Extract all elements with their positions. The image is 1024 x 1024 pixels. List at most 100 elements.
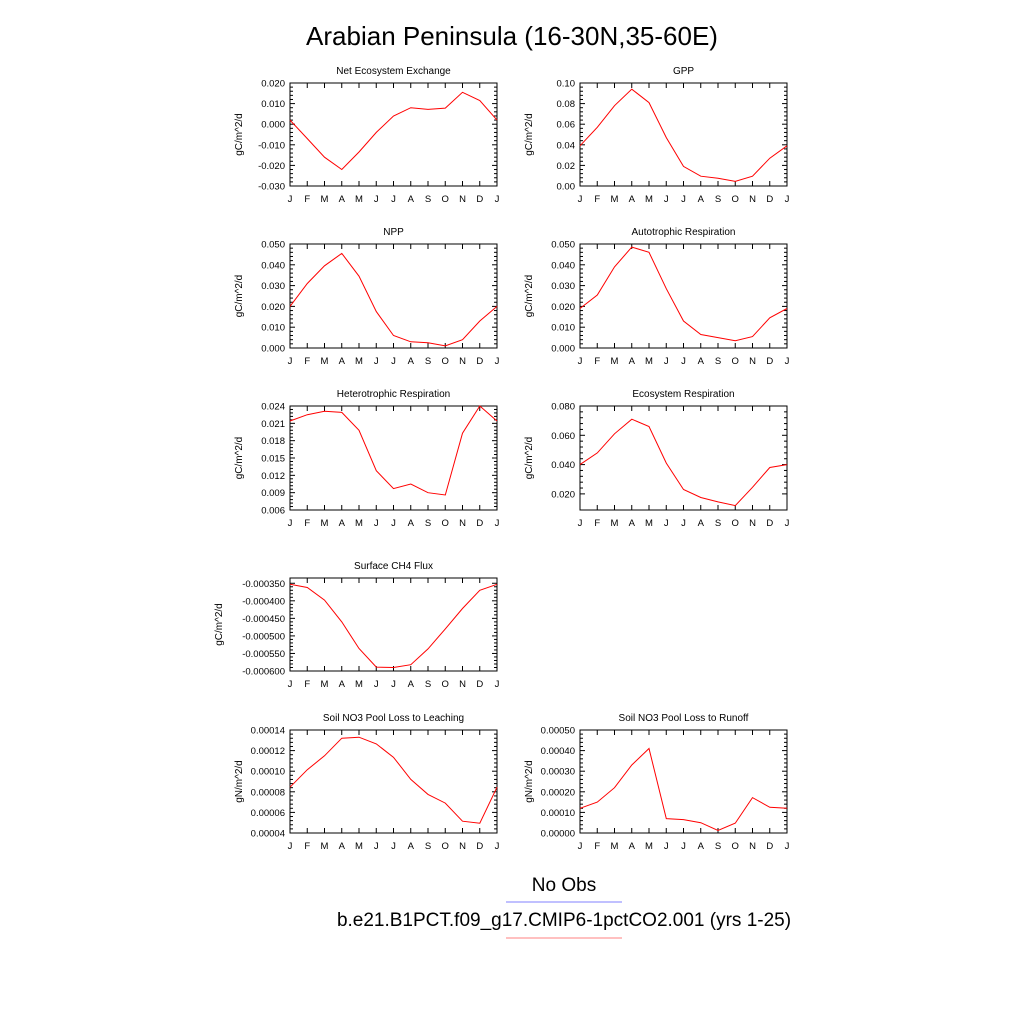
surface-ch4-flux-ytick-label: -0.000550 (242, 649, 285, 660)
ecosystem-respiration-xtick-label: A (629, 518, 636, 529)
soil-no3-pool-loss-to-leaching-ytick-label: 0.00014 (251, 726, 285, 737)
autotrophic-respiration-ytick-label: 0.030 (551, 281, 575, 292)
surface-ch4-flux-plot-frame (289, 577, 498, 672)
soil-no3-pool-loss-to-leaching-plot-frame (289, 729, 498, 834)
npp-xtick-label: J (495, 356, 500, 367)
soil-no3-pool-loss-to-runoff-xtick-label: N (749, 841, 756, 852)
autotrophic-respiration-ytick-label: 0.050 (551, 240, 575, 251)
autotrophic-respiration-xtick-label: D (766, 356, 773, 367)
surface-ch4-flux-ytick-label: -0.000350 (242, 579, 285, 590)
gpp-ytick-label: 0.00 (557, 182, 576, 193)
surface-ch4-flux-xtick-label: S (425, 679, 431, 690)
heterotrophic-respiration-xtick-label: M (321, 518, 329, 529)
ecosystem-respiration-xtick-label: M (611, 518, 619, 529)
soil-no3-pool-loss-to-runoff-ytick-label: 0.00020 (541, 787, 575, 798)
net-ecosystem-exchange-xtick-label: S (425, 194, 431, 205)
autotrophic-respiration-ylabel: gC/m^2/d (524, 275, 535, 318)
surface-ch4-flux-xtick-label: F (304, 679, 310, 690)
gpp-xtick-label: F (594, 194, 600, 205)
heterotrophic-respiration-xtick-label: A (408, 518, 415, 529)
soil-no3-pool-loss-to-runoff-ytick-label: 0.00040 (541, 746, 575, 757)
heterotrophic-respiration-xtick-label: D (476, 518, 483, 529)
npp-xtick-label: A (408, 356, 415, 367)
net-ecosystem-exchange-ytick-label: -0.010 (258, 140, 285, 151)
autotrophic-respiration-ytick-label: 0.040 (551, 260, 575, 271)
heterotrophic-respiration-series-line (289, 405, 498, 496)
legend-label-1: b.e21.B1PCT.f09_g17.CMIP6-1pctCO2.001 (y… (337, 910, 791, 931)
soil-no3-pool-loss-to-leaching-xtick-label: F (304, 841, 310, 852)
legend-label-0: No Obs (532, 875, 596, 896)
soil-no3-pool-loss-to-runoff-xtick-label: J (578, 841, 583, 852)
surface-ch4-flux-xtick-label: J (495, 679, 500, 690)
heterotrophic-respiration-xtick-label: J (495, 518, 500, 529)
soil-no3-pool-loss-to-leaching-xtick-label: D (476, 841, 483, 852)
gpp-ytick-label: 0.06 (557, 120, 576, 131)
surface-ch4-flux-xtick-label: O (442, 679, 449, 690)
autotrophic-respiration-xtick-label: J (578, 356, 583, 367)
surface-ch4-flux-ytick-label: -0.000450 (242, 614, 285, 625)
heterotrophic-respiration-xtick-label: O (442, 518, 449, 529)
soil-no3-pool-loss-to-leaching-ylabel: gN/m^2/d (234, 760, 245, 803)
soil-no3-pool-loss-to-leaching-xtick-label: J (391, 841, 396, 852)
gpp-xtick-label: J (681, 194, 686, 205)
net-ecosystem-exchange-plot-frame (289, 82, 498, 187)
heterotrophic-respiration-ytick-label: 0.012 (261, 471, 285, 482)
soil-no3-pool-loss-to-leaching-xtick-label: A (339, 841, 346, 852)
gpp-xtick-label: M (611, 194, 619, 205)
heterotrophic-respiration-ytick-label: 0.024 (261, 402, 285, 413)
gpp-xtick-label: J (578, 194, 583, 205)
heterotrophic-respiration-xtick-label: S (425, 518, 431, 529)
net-ecosystem-exchange-ytick-label: -0.030 (258, 182, 285, 193)
soil-no3-pool-loss-to-runoff-xtick-label: A (629, 841, 636, 852)
ecosystem-respiration-xtick-label: S (715, 518, 721, 529)
ecosystem-respiration-xtick-label: D (766, 518, 773, 529)
npp-ytick-label: 0.010 (261, 323, 285, 334)
gpp-xtick-label: J (785, 194, 790, 205)
soil-no3-pool-loss-to-runoff-ytick-label: 0.00050 (541, 726, 575, 737)
autotrophic-respiration-xtick-label: F (594, 356, 600, 367)
soil-no3-pool-loss-to-runoff-ytick-label: 0.00000 (541, 829, 575, 840)
surface-ch4-flux-ylabel: gC/m^2/d (214, 603, 225, 646)
net-ecosystem-exchange-xtick-label: J (374, 194, 379, 205)
autotrophic-respiration-xtick-label: J (681, 356, 686, 367)
net-ecosystem-exchange-title: Net Ecosystem Exchange (336, 66, 451, 77)
autotrophic-respiration-xtick-label: M (611, 356, 619, 367)
net-ecosystem-exchange-ytick-label: -0.020 (258, 161, 285, 172)
soil-no3-pool-loss-to-leaching-xtick-label: O (442, 841, 449, 852)
net-ecosystem-exchange-xtick-label: M (321, 194, 329, 205)
net-ecosystem-exchange-xtick-label: A (408, 194, 415, 205)
ecosystem-respiration-ytick-label: 0.040 (551, 460, 575, 471)
soil-no3-pool-loss-to-runoff-xtick-label: J (785, 841, 790, 852)
soil-no3-pool-loss-to-runoff-xtick-label: J (681, 841, 686, 852)
npp-series-line (289, 252, 498, 347)
autotrophic-respiration-ytick-label: 0.000 (551, 344, 575, 355)
heterotrophic-respiration-title: Heterotrophic Respiration (337, 389, 450, 400)
npp-title: NPP (383, 227, 404, 238)
gpp-xtick-label: J (664, 194, 669, 205)
heterotrophic-respiration-ytick-label: 0.018 (261, 436, 285, 447)
npp-xtick-label: J (288, 356, 293, 367)
npp-xtick-label: M (355, 356, 363, 367)
gpp-series-line (579, 88, 788, 182)
soil-no3-pool-loss-to-leaching-xtick-label: A (408, 841, 415, 852)
soil-no3-pool-loss-to-leaching-ytick-label: 0.00012 (251, 746, 285, 757)
autotrophic-respiration-ytick-label: 0.020 (551, 302, 575, 313)
net-ecosystem-exchange-xtick-label: J (391, 194, 396, 205)
heterotrophic-respiration-xtick-label: F (304, 518, 310, 529)
autotrophic-respiration-xtick-label: A (698, 356, 705, 367)
heterotrophic-respiration-xtick-label: J (374, 518, 379, 529)
soil-no3-pool-loss-to-runoff-xtick-label: S (715, 841, 721, 852)
soil-no3-pool-loss-to-leaching-xtick-label: J (374, 841, 379, 852)
net-ecosystem-exchange-ytick-label: 0.020 (261, 79, 285, 90)
autotrophic-respiration-xtick-label: N (749, 356, 756, 367)
ecosystem-respiration-xtick-label: J (664, 518, 669, 529)
heterotrophic-respiration-plot-frame (289, 405, 498, 511)
heterotrophic-respiration-xtick-label: N (459, 518, 466, 529)
soil-no3-pool-loss-to-runoff-ylabel: gN/m^2/d (524, 760, 535, 803)
ecosystem-respiration-xtick-label: J (578, 518, 583, 529)
